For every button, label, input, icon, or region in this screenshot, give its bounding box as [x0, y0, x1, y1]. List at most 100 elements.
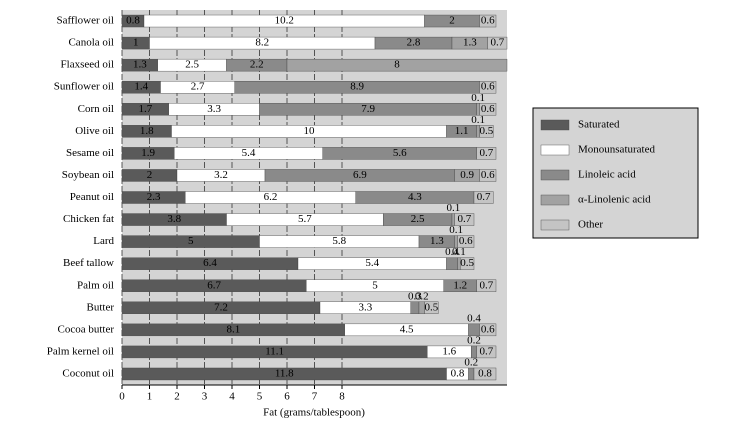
value-label: 10	[304, 125, 316, 137]
value-label: 0.5	[460, 257, 474, 269]
bar-segment	[410, 301, 420, 314]
value-label: 3.3	[207, 103, 221, 115]
x-axis-label: Fat (grams/tablespoon)	[263, 407, 365, 419]
value-label: 6.2	[264, 191, 278, 203]
y-tick-label: Sunflower oil	[54, 81, 114, 93]
value-label: 1.6	[442, 345, 456, 357]
value-label: 1.3	[430, 235, 444, 247]
legend-swatch	[540, 194, 570, 206]
value-label: 6.7	[207, 279, 221, 291]
value-label: 0.2	[464, 357, 478, 369]
value-label: 2	[449, 15, 455, 27]
bar-segment	[476, 345, 497, 359]
value-label: 0.8	[126, 15, 140, 27]
bar-segment	[446, 257, 458, 270]
y-tick-label: Beef tallow	[63, 257, 114, 269]
bar-segment	[457, 235, 475, 248]
value-label: 0.1	[449, 224, 463, 236]
value-label: 1	[133, 37, 139, 49]
value-label: 0.3	[408, 290, 422, 302]
value-label: 5.6	[393, 147, 407, 159]
y-tick-label: Chicken fat	[63, 213, 114, 225]
legend-label: Saturated	[578, 119, 620, 131]
value-label: 4.3	[408, 191, 422, 203]
value-label: 5.8	[332, 235, 346, 247]
value-label: 10.2	[275, 15, 294, 27]
y-tick-label: Flaxseed oil	[61, 59, 114, 71]
bar-segment	[479, 14, 497, 28]
legend-label: Linoleic acid	[578, 169, 636, 181]
value-label: 2	[147, 169, 153, 181]
value-label: 1.8	[140, 125, 154, 137]
value-label: 3.3	[359, 301, 373, 313]
bar-segment	[479, 125, 494, 138]
value-label: 1.4	[134, 81, 148, 93]
bar-segment	[454, 213, 475, 226]
value-label: 0.2	[467, 334, 481, 346]
value-label: 4.5	[400, 323, 414, 335]
value-label: 7.2	[214, 301, 228, 313]
x-tick-label: 7	[312, 391, 318, 403]
value-label: 0.1	[471, 114, 485, 126]
value-label: 11.1	[265, 345, 284, 357]
value-label: 1.3	[133, 59, 147, 71]
value-label: 3.8	[167, 213, 181, 225]
value-label: 0.6	[481, 169, 495, 181]
bar-segment	[479, 81, 497, 94]
bar-segment	[460, 257, 475, 270]
legend-label: Other	[578, 219, 603, 231]
y-tick-label: Butter	[87, 301, 115, 313]
x-tick-label: 8	[339, 391, 345, 403]
value-label: 0.7	[477, 191, 491, 203]
value-label: 3.2	[214, 169, 228, 181]
value-label: 0.1	[471, 92, 485, 104]
x-tick-label: 3	[202, 391, 208, 403]
bar-segment	[473, 367, 497, 381]
value-label: 0.6	[481, 323, 495, 335]
value-label: 8.1	[227, 323, 241, 335]
y-tick-label: Cocoa butter	[57, 323, 114, 335]
value-label: 6.9	[353, 169, 367, 181]
bar-segment	[286, 58, 508, 72]
y-tick-label: Safflower oil	[56, 15, 114, 27]
value-label: 2.2	[250, 59, 264, 71]
legend-label: α-Linolenic acid	[578, 194, 651, 206]
value-label: 0.4	[445, 246, 459, 258]
value-label: 11.8	[275, 368, 294, 380]
bar-segment	[487, 36, 508, 50]
value-label: 5.7	[298, 213, 312, 225]
value-label: 0.8	[451, 368, 465, 380]
bar-segment	[473, 191, 494, 204]
value-label: 1.1	[455, 125, 469, 137]
value-label: 0.6	[481, 81, 495, 93]
value-label: 2.8	[407, 37, 421, 49]
y-tick-label: Canola oil	[68, 37, 114, 49]
value-label: 0.5	[425, 301, 439, 313]
bar-segment	[424, 301, 439, 314]
x-tick-label: 1	[147, 391, 153, 403]
value-label: 8.9	[350, 81, 364, 93]
x-tick-label: 4	[229, 391, 235, 403]
x-tick-label: 0	[119, 391, 125, 403]
value-label: 8.2	[255, 37, 269, 49]
value-label: 0.7	[480, 279, 494, 291]
value-label: 1.9	[141, 147, 155, 159]
y-tick-label: Olive oil	[75, 125, 114, 137]
value-label: 2.3	[147, 191, 161, 203]
value-label: 0.7	[458, 213, 472, 225]
value-label: 0.1	[452, 246, 466, 258]
legend-swatch	[540, 119, 570, 131]
y-tick-label: Lard	[93, 235, 114, 247]
x-tick-label: 6	[284, 391, 290, 403]
value-label: 5.4	[242, 147, 256, 159]
value-label: 0.7	[491, 37, 505, 49]
value-label: 0.6	[481, 103, 495, 115]
bar-segment	[476, 147, 497, 160]
value-label: 2.5	[185, 59, 199, 71]
value-label: 0.9	[460, 169, 474, 181]
value-label: 0.5	[480, 125, 494, 137]
value-label: 0.7	[480, 147, 494, 159]
legend-swatch	[540, 169, 570, 181]
value-label: 5.4	[365, 257, 379, 269]
